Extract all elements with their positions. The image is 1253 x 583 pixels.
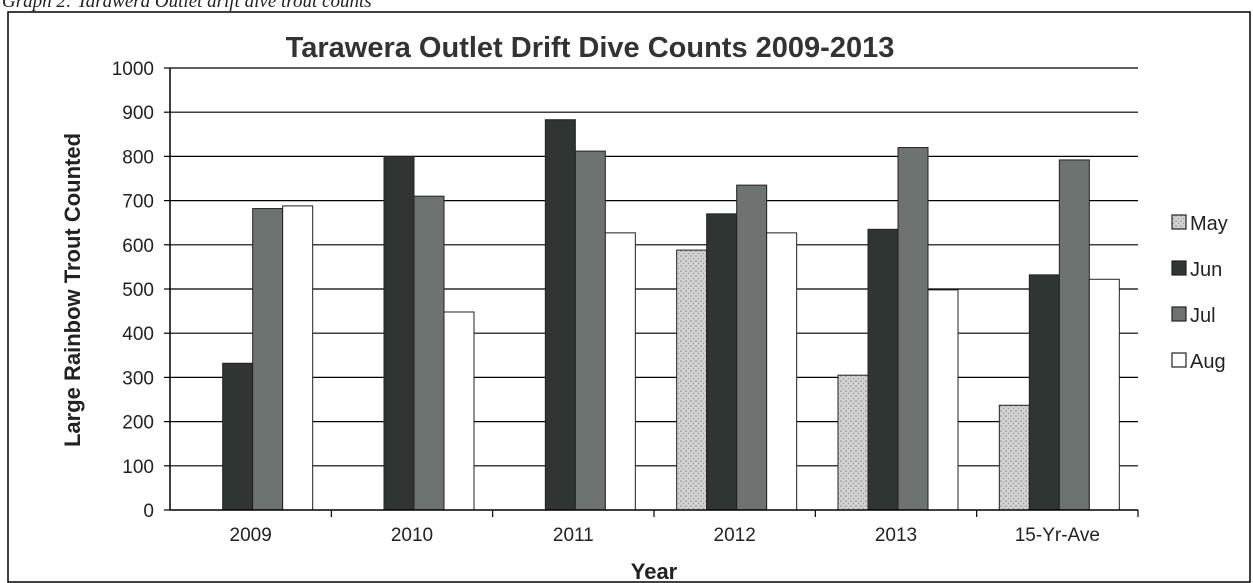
bars xyxy=(222,119,1120,511)
bar-may-2013 xyxy=(837,374,869,511)
y-tick-label: 1000 xyxy=(112,59,154,80)
legend-swatch-aug xyxy=(1171,352,1187,368)
bar-may-15-yr-ave xyxy=(998,404,1030,511)
y-tick-label: 200 xyxy=(122,413,154,434)
bar-may-2012 xyxy=(676,249,708,511)
x-tick-label: 15-Yr-Ave xyxy=(1015,525,1100,546)
bar-jul-15-yr-ave xyxy=(1058,159,1090,511)
bar-jul-2012 xyxy=(736,184,768,511)
x-tick-label: 2012 xyxy=(714,525,756,546)
legend-swatch-jun xyxy=(1171,260,1187,276)
bar-aug-2011 xyxy=(604,232,636,511)
legend-swatch-may xyxy=(1171,214,1187,230)
bar-jun-15-yr-ave xyxy=(1028,274,1060,511)
bar-aug-2010 xyxy=(443,311,475,511)
y-tick-label: 700 xyxy=(122,192,154,213)
y-tick-label: 100 xyxy=(122,457,154,478)
x-tick-labels: 2009 2010 2011 2012 2013 15-Yr-Ave xyxy=(230,525,1100,546)
bar-jun-2009 xyxy=(222,362,254,511)
x-tick-label: 2010 xyxy=(391,525,433,546)
x-tick-label: 2013 xyxy=(875,525,917,546)
y-tick-label: 900 xyxy=(122,103,154,124)
y-tick-labels: 0 100 200 300 400 500 600 700 800 900 1000 xyxy=(112,59,154,522)
legend-label-jul: Jul xyxy=(1190,305,1216,327)
chart-title: Tarawera Outlet Drift Dive Counts 2009-2… xyxy=(286,32,895,64)
bar-jun-2010 xyxy=(383,155,415,511)
y-tick-label: 0 xyxy=(143,501,154,522)
x-tick-label: 2011 xyxy=(553,525,594,546)
axes xyxy=(164,67,1139,517)
bar-jun-2012 xyxy=(706,213,738,511)
bar-jul-2009 xyxy=(252,208,284,511)
gridlines xyxy=(170,67,1138,467)
y-tick-label: 500 xyxy=(122,280,154,301)
bar-aug-2013 xyxy=(927,289,959,511)
legend-label-aug: Aug xyxy=(1190,351,1226,373)
figure-caption: Graph 2: Tarawera Outlet drift dive trou… xyxy=(2,0,372,12)
y-tick-label: 300 xyxy=(122,368,154,389)
y-tick-label: 800 xyxy=(122,147,154,168)
bar-aug-2012 xyxy=(766,232,798,511)
bar-aug-2009 xyxy=(282,205,314,511)
bar-jul-2010 xyxy=(413,195,445,511)
bar-jul-2013 xyxy=(897,147,929,511)
bar-jun-2011 xyxy=(544,119,576,511)
bar-jul-2011 xyxy=(574,150,606,511)
x-tick-label: 2009 xyxy=(230,525,272,546)
y-tick-label: 600 xyxy=(122,236,154,257)
legend-swatch-jul xyxy=(1171,306,1187,322)
legend: May Jun Jul Aug xyxy=(1171,213,1228,373)
legend-label-jun: Jun xyxy=(1190,259,1222,281)
y-tick-label: 400 xyxy=(122,324,154,345)
legend-label-may: May xyxy=(1190,213,1228,235)
bar-jun-2013 xyxy=(867,228,899,511)
bar-aug-15-yr-ave xyxy=(1088,278,1120,511)
x-axis-label: Year xyxy=(631,559,678,583)
y-axis-label: Large Rainbow Trout Counted xyxy=(60,133,85,447)
